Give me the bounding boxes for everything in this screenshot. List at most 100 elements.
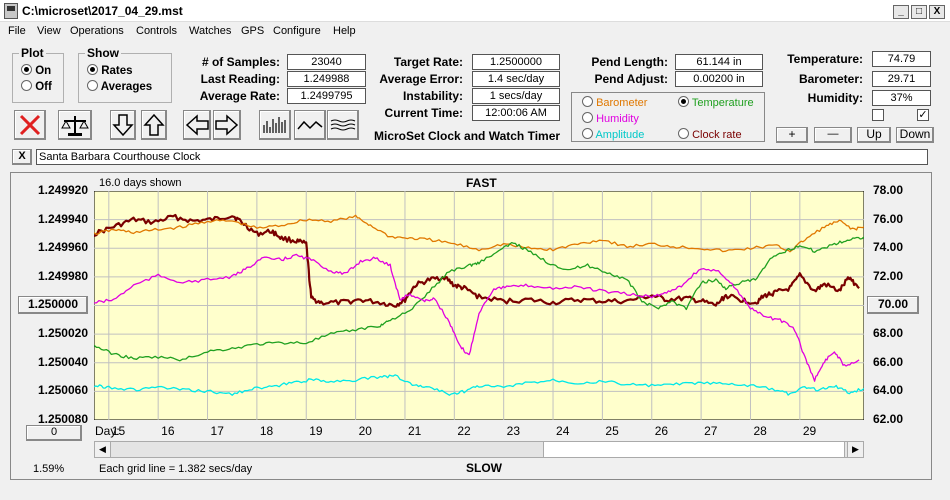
menu-configure[interactable]: Configure bbox=[273, 25, 321, 37]
bar-view-button[interactable] bbox=[259, 110, 291, 140]
app-caption: MicroSet Clock and Watch Timer bbox=[374, 129, 561, 143]
pend-length-label: Pend Length: bbox=[591, 55, 668, 69]
down-button[interactable]: Down bbox=[896, 127, 934, 143]
left-axis-tick-label: 1.249980 bbox=[37, 268, 88, 283]
series-line-rate bbox=[94, 213, 860, 308]
arrow-up-icon bbox=[143, 113, 165, 136]
humidity-label: Humidity: bbox=[807, 91, 863, 105]
left-axis-tick-label: 1.250080 bbox=[37, 412, 88, 426]
humidity-option[interactable]: Humidity bbox=[582, 112, 639, 125]
temperature-field: 74.79 bbox=[872, 51, 931, 67]
up-arrow-button[interactable] bbox=[141, 110, 167, 140]
show-averages-label: Averages bbox=[100, 81, 153, 93]
scroll-right-icon[interactable]: ▶ bbox=[847, 442, 863, 457]
radio-on-icon bbox=[87, 64, 98, 75]
up-button[interactable]: Up bbox=[857, 127, 891, 143]
show-averages-option[interactable]: Averages bbox=[87, 80, 152, 93]
menu-controls[interactable]: Controls bbox=[136, 25, 177, 37]
left-arrow-button[interactable] bbox=[183, 110, 211, 140]
last-reading-field: 1.249988 bbox=[287, 71, 366, 87]
app-icon[interactable] bbox=[4, 3, 18, 19]
humidity-left-checkbox[interactable] bbox=[872, 109, 884, 121]
instability-label: Instability: bbox=[402, 89, 463, 103]
plot-group-title: Plot bbox=[19, 46, 46, 60]
radio-off-icon bbox=[582, 112, 593, 123]
stop-button[interactable] bbox=[14, 110, 46, 140]
scroll-left-icon[interactable]: ◀ bbox=[95, 442, 111, 457]
temperature-option-label: Temperature bbox=[691, 97, 754, 109]
average-error-label: Average Error: bbox=[379, 72, 463, 86]
series-group bbox=[94, 213, 864, 396]
day-tick-label: 26 bbox=[654, 424, 669, 438]
clock-name-field[interactable]: Santa Barbara Courthouse Clock bbox=[36, 149, 928, 165]
average-error-field: 1.4 sec/day bbox=[472, 71, 560, 87]
radio-off-icon bbox=[582, 128, 593, 139]
left-axis-tick-label: 1.250060 bbox=[37, 383, 88, 398]
maximize-button[interactable]: □ bbox=[911, 5, 927, 19]
radio-off-icon bbox=[678, 128, 689, 139]
clear-clock-button[interactable]: X bbox=[12, 149, 32, 165]
day-tick-label: 18 bbox=[259, 424, 274, 438]
menu-operations[interactable]: Operations bbox=[70, 25, 124, 37]
plus-button[interactable]: + bbox=[776, 127, 808, 143]
scale-icon bbox=[61, 116, 89, 136]
right-axis-tick-label: 62.00 bbox=[873, 412, 904, 426]
plot-on-option[interactable]: On bbox=[21, 64, 51, 77]
minimize-button[interactable]: _ bbox=[893, 5, 909, 19]
menu-help[interactable]: Help bbox=[333, 25, 356, 37]
percent-label: 1.59% bbox=[33, 463, 65, 475]
day-tick-label: 28 bbox=[753, 424, 767, 438]
show-rates-label: Rates bbox=[101, 65, 133, 77]
menu-file[interactable]: File bbox=[8, 25, 26, 37]
humidity-right-checkbox[interactable]: ✓ bbox=[917, 109, 929, 121]
plot-off-option[interactable]: Off bbox=[21, 80, 52, 93]
left-axis-tick-label: 1.250020 bbox=[37, 326, 88, 341]
grid-lines bbox=[94, 191, 864, 420]
left-axis-tick-label: 1.250040 bbox=[37, 354, 88, 369]
series-line-humidity bbox=[94, 253, 860, 382]
average-rate-field: 1.2499795 bbox=[287, 88, 366, 104]
grid-note: Each grid line = 1.382 secs/day bbox=[99, 463, 253, 475]
days-shown-label: 16.0 days shown bbox=[99, 177, 182, 189]
minus-button[interactable]: — bbox=[814, 127, 852, 143]
left-axis-offset-button[interactable]: 0 bbox=[26, 425, 82, 441]
left-axis-center-button[interactable]: 1.250000 bbox=[18, 296, 88, 314]
pend-length-field[interactable]: 61.144 in bbox=[675, 54, 763, 70]
day-tick-label: 21 bbox=[407, 424, 422, 438]
down-arrow-button[interactable] bbox=[110, 110, 136, 140]
radio-off-icon bbox=[87, 80, 98, 91]
line-view-button[interactable] bbox=[294, 110, 326, 140]
temperature-option[interactable]: Temperature bbox=[678, 96, 754, 109]
wave-icon bbox=[297, 120, 323, 130]
menu-gps[interactable]: GPS bbox=[241, 25, 265, 37]
x-icon bbox=[19, 114, 41, 136]
show-rates-option[interactable]: Rates bbox=[87, 64, 133, 77]
menu-watches[interactable]: Watches bbox=[189, 25, 232, 37]
humidity-option-label: Humidity bbox=[596, 113, 639, 125]
window-title: C:\microset\2017_04_29.mst bbox=[22, 4, 183, 18]
pend-adjust-field[interactable]: 0.00200 in bbox=[675, 71, 763, 87]
clock-rate-option-label: Clock rate bbox=[692, 129, 742, 141]
left-axis-tick-label: 1.249920 bbox=[37, 183, 88, 197]
series-line-barometer_line bbox=[94, 236, 864, 362]
radio-off-icon bbox=[21, 80, 32, 91]
barometer-option[interactable]: Barometer bbox=[582, 96, 647, 109]
clock-rate-option[interactable]: Clock rate bbox=[678, 128, 742, 141]
balance-button[interactable] bbox=[58, 110, 92, 140]
day-tick-label: 15 bbox=[111, 424, 126, 438]
scroll-thumb[interactable] bbox=[543, 442, 845, 457]
target-rate-field[interactable]: 1.2500000 bbox=[472, 54, 560, 70]
series-line-temperature bbox=[94, 214, 864, 253]
noise-view-button[interactable] bbox=[327, 110, 359, 140]
right-arrow-button[interactable] bbox=[213, 110, 241, 140]
day-tick-label: 16 bbox=[161, 424, 175, 438]
current-time-field: 12:00:06 AM bbox=[472, 105, 560, 121]
noise-lines-icon bbox=[330, 119, 356, 131]
left-axis-tick-label: 1.249960 bbox=[37, 240, 88, 255]
time-scrollbar[interactable]: ◀ ▶ bbox=[94, 441, 864, 458]
menu-view[interactable]: View bbox=[37, 25, 61, 37]
right-axis-center-button[interactable]: 70.00 bbox=[867, 296, 919, 314]
close-button[interactable]: X bbox=[929, 5, 945, 19]
amplitude-option[interactable]: Amplitude bbox=[582, 128, 644, 141]
radio-on-icon bbox=[678, 96, 689, 107]
